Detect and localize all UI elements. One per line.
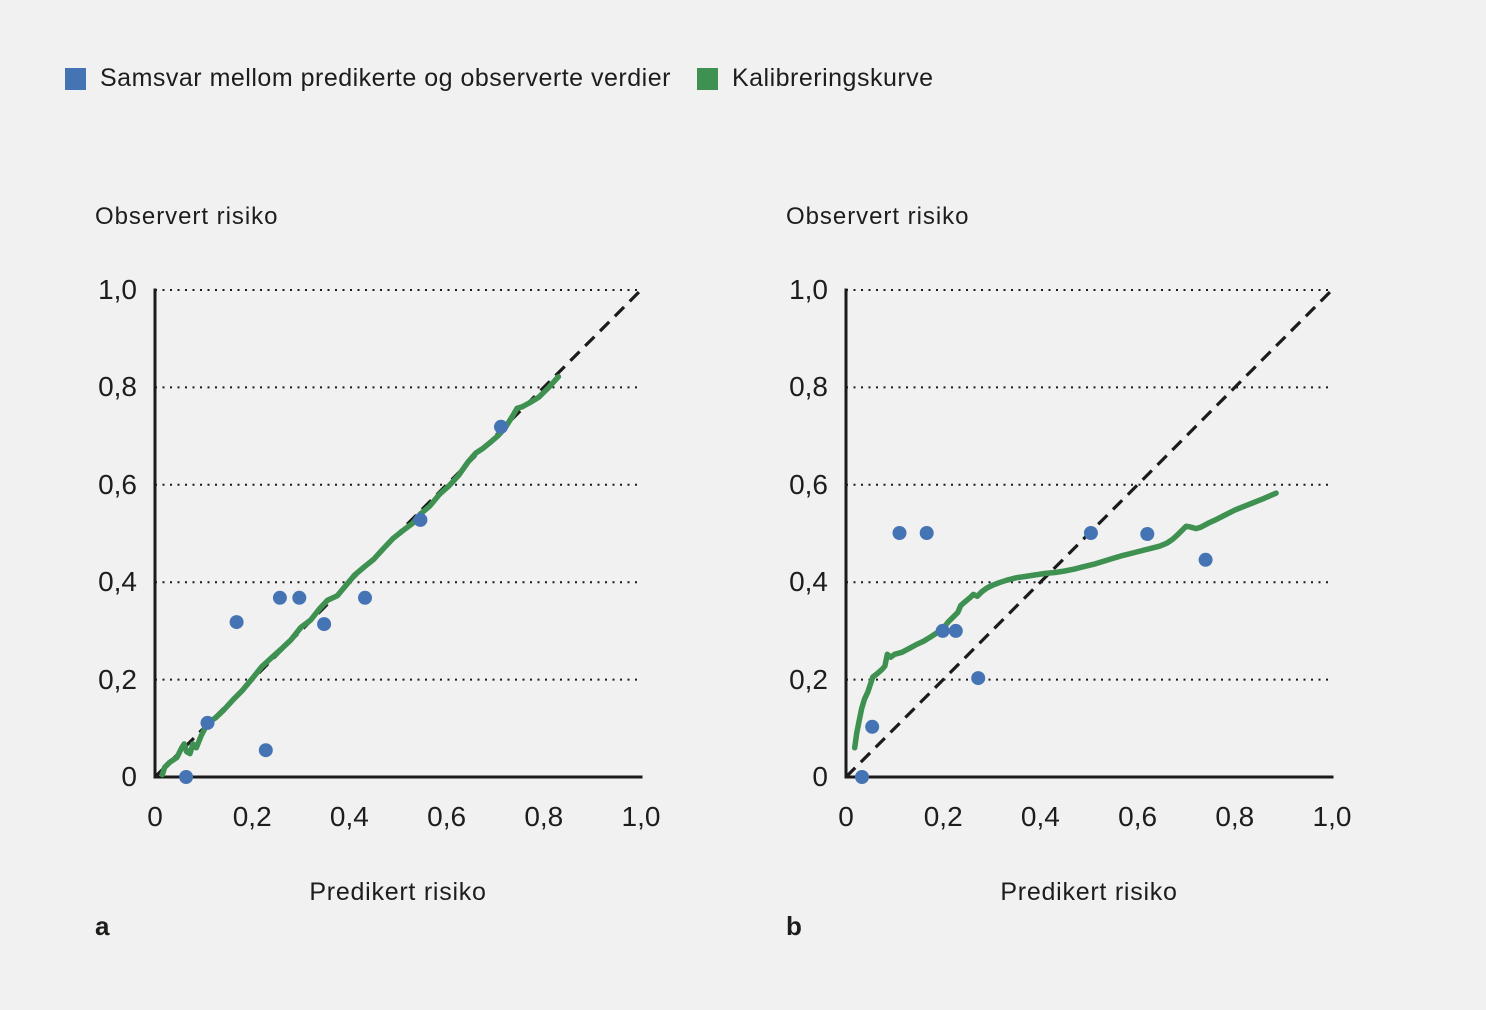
y-tick-label: 0,2 xyxy=(98,663,137,695)
x-tick-label: 0,6 xyxy=(427,801,467,832)
panel-a-y-axis-title: Observert risiko xyxy=(95,203,279,230)
y-tick-label: 0,2 xyxy=(789,663,828,695)
panel-b-letter: b xyxy=(786,911,802,941)
scatter-point xyxy=(855,770,869,784)
axes xyxy=(844,288,1334,779)
scatter-point xyxy=(179,770,194,784)
panel-b-x-axis-label: Predikert risiko xyxy=(1000,878,1178,906)
axes xyxy=(153,288,643,779)
scatter-point xyxy=(919,526,934,540)
y-tick-label: 0,6 xyxy=(98,468,137,500)
legend-label: Samsvar mellom predikerte og observerte … xyxy=(100,64,671,92)
legend-item-calibration-curve: Kalibreringskurve xyxy=(696,64,934,93)
scatter-point xyxy=(1140,527,1155,541)
y-tick-label: 1,0 xyxy=(789,274,828,305)
blue-square-swatch-icon xyxy=(65,67,86,90)
x-tick-label: 0,2 xyxy=(232,801,272,832)
scatter-point xyxy=(229,615,244,630)
x-tick-label: 0,4 xyxy=(1020,801,1060,832)
y-tick-label: 0,8 xyxy=(98,371,137,403)
y-tick-label: 0,4 xyxy=(98,566,137,598)
y-tick-label: 1,0 xyxy=(98,274,137,305)
legend-item-observed-vs-predicted: Samsvar mellom predikerte og observerte … xyxy=(65,64,671,93)
scatter-point xyxy=(971,671,986,686)
legend-label: Kalibreringskurve xyxy=(731,64,934,92)
x-tick-label: 0,6 xyxy=(1118,801,1158,832)
scatter-point xyxy=(935,623,950,638)
x-tick-label: 1,0 xyxy=(621,801,661,832)
y-tick-label: 0,8 xyxy=(789,371,828,403)
x-tick-label: 1,0 xyxy=(1312,801,1352,832)
panel-b xyxy=(844,288,1334,784)
y-tick-label: 0 xyxy=(812,761,828,792)
scatter-point xyxy=(317,617,332,632)
panel-a-letter: a xyxy=(95,911,110,941)
green-square-swatch-icon xyxy=(696,67,718,90)
y-tick-label: 0,4 xyxy=(789,566,828,598)
x-tick-label: 0,8 xyxy=(1215,801,1255,832)
y-tick-label: 0 xyxy=(121,761,137,792)
scatter-point xyxy=(865,719,880,734)
scatter-point xyxy=(258,743,273,758)
x-tick-label: 0,2 xyxy=(923,801,963,832)
panel-a-x-axis-label: Predikert risiko xyxy=(309,878,487,906)
calibration-curve xyxy=(851,490,1279,751)
scatter-point xyxy=(413,512,428,527)
scatter-point xyxy=(494,419,508,434)
scatter-point xyxy=(1083,526,1098,540)
scatter-point xyxy=(892,526,907,540)
panel-b-y-axis-title: Observert risiko xyxy=(786,203,970,230)
legend: Samsvar mellom predikerte og observerte … xyxy=(65,64,934,93)
y-tick-label: 0,6 xyxy=(789,468,828,500)
calibration-curve xyxy=(159,373,562,778)
x-tick-label: 0,4 xyxy=(329,801,369,832)
scatter-point xyxy=(200,715,215,730)
scatter-point xyxy=(948,623,963,638)
x-tick-label: 0 xyxy=(147,801,163,832)
panel-a xyxy=(153,288,643,784)
scatter-point xyxy=(292,590,307,605)
scatter-point xyxy=(1198,552,1213,567)
x-tick-label: 0,8 xyxy=(524,801,564,832)
x-tick-label: 0 xyxy=(838,801,854,832)
scatter-point xyxy=(272,590,287,605)
scatter-point xyxy=(358,590,372,605)
